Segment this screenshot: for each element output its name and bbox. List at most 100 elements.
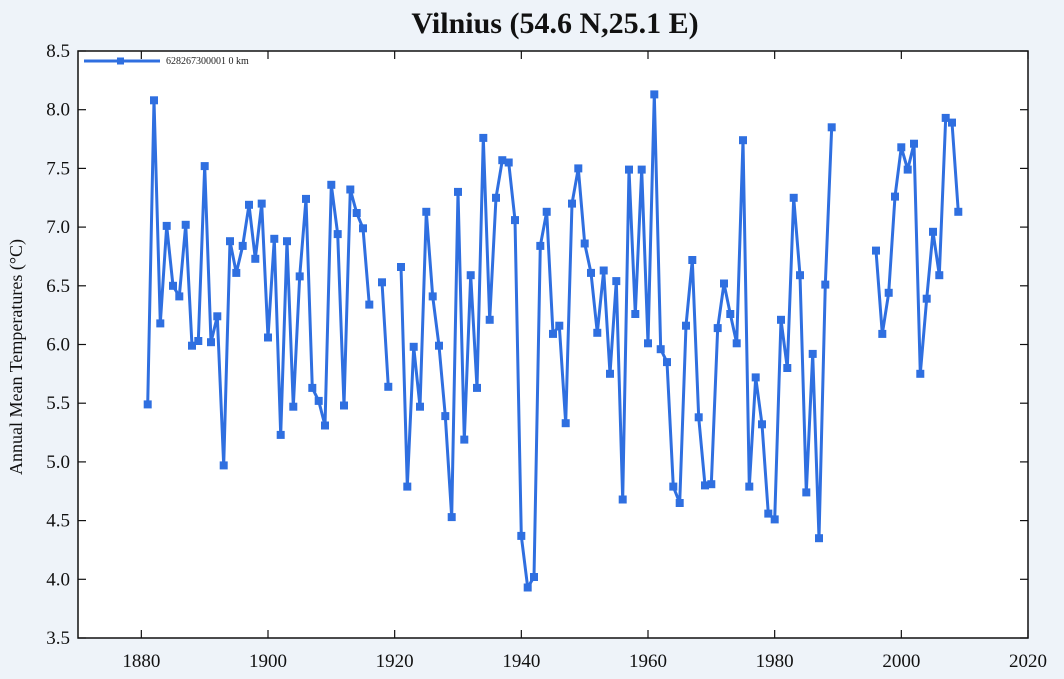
- data-point: [770, 515, 779, 524]
- data-point: [555, 321, 564, 330]
- data-point: [669, 482, 678, 491]
- x-tick-label: 2000: [882, 651, 920, 672]
- y-tick-label: 5.0: [46, 452, 70, 473]
- data-point: [175, 292, 184, 301]
- data-point: [257, 199, 266, 208]
- data-point: [194, 337, 203, 345]
- data-point: [954, 207, 963, 216]
- data-point: [466, 271, 475, 280]
- data-point: [720, 279, 728, 288]
- data-point: [948, 118, 956, 127]
- data-point: [207, 338, 215, 347]
- chart-title: Vilnius (54.6 N,25.1 E): [411, 7, 698, 40]
- data-point: [422, 207, 431, 216]
- x-tick-label: 1920: [376, 651, 414, 672]
- data-point: [435, 341, 443, 350]
- legend-marker: [117, 57, 124, 65]
- data-point: [289, 402, 298, 411]
- data-point: [251, 254, 260, 263]
- data-point: [485, 315, 494, 324]
- data-point: [302, 194, 310, 203]
- x-tick-label: 1940: [502, 651, 540, 672]
- data-point: [492, 193, 500, 202]
- data-point: [213, 312, 222, 321]
- data-point: [479, 133, 488, 142]
- data-point: [783, 364, 792, 372]
- data-point: [580, 239, 589, 248]
- series-line: [146, 92, 960, 589]
- data-point: [821, 280, 830, 289]
- data-point: [726, 310, 735, 318]
- data-point: [701, 481, 709, 490]
- data-point: [815, 534, 823, 543]
- data-point: [143, 400, 152, 409]
- data-point: [922, 294, 931, 303]
- data-point: [884, 288, 893, 297]
- data-point: [764, 509, 773, 518]
- data-point: [644, 339, 652, 348]
- data-point: [409, 342, 418, 351]
- x-tick-label: 1960: [629, 651, 667, 672]
- data-point: [891, 192, 899, 201]
- data-point: [612, 277, 621, 286]
- data-point: [169, 281, 177, 290]
- data-point: [150, 96, 158, 105]
- y-tick-label: 8.0: [46, 100, 70, 121]
- data-point: [587, 268, 595, 277]
- plot-frame: [77, 50, 1029, 639]
- data-point: [549, 329, 557, 338]
- data-point: [359, 224, 367, 233]
- data-point: [352, 209, 361, 217]
- y-tick-label: 7.5: [46, 158, 70, 179]
- data-point: [340, 401, 348, 410]
- data-point: [694, 413, 703, 422]
- data-point: [777, 315, 785, 324]
- data-point: [568, 199, 576, 208]
- data-point: [631, 310, 640, 318]
- data-point: [384, 382, 393, 391]
- data-point: [739, 136, 747, 145]
- y-tick-label: 6.5: [46, 276, 70, 297]
- data-point: [162, 221, 171, 230]
- data-point: [523, 583, 532, 592]
- data-point: [156, 319, 165, 328]
- data-point: [618, 495, 627, 504]
- data-point: [929, 227, 937, 236]
- y-tick-label: 7.0: [46, 217, 70, 238]
- legend-label: 628267300001 0 km: [166, 56, 249, 67]
- data-point: [403, 482, 412, 491]
- data-point: [219, 461, 228, 470]
- data-point: [606, 369, 614, 378]
- x-axis: 1880 1900 1920 1940 1960 1980 2000 2020: [122, 51, 1047, 672]
- data-point: [200, 162, 209, 171]
- data-point: [872, 246, 880, 255]
- y-tick-label: 6.0: [46, 335, 70, 356]
- data-point: [428, 292, 437, 301]
- data-point: [226, 237, 234, 246]
- data-point: [460, 435, 469, 444]
- data-point: [675, 499, 684, 507]
- data-point: [625, 165, 633, 174]
- data-point: [232, 268, 241, 277]
- data-point: [270, 234, 279, 243]
- data-point: [682, 321, 690, 330]
- data-point: [745, 482, 754, 491]
- data-point: [498, 156, 507, 165]
- data-point: [517, 531, 526, 540]
- y-tick-label: 3.5: [46, 628, 70, 649]
- data-point: [574, 164, 583, 173]
- data-point: [327, 180, 336, 189]
- data-point: [910, 139, 918, 148]
- data-point: [397, 263, 405, 271]
- data-point: [827, 123, 836, 132]
- data-point: [454, 187, 462, 196]
- data-point: [504, 158, 513, 167]
- x-tick-label: 1880: [122, 651, 160, 672]
- data-point: [897, 143, 906, 152]
- y-tick-label: 4.5: [46, 511, 70, 532]
- data-point: [308, 383, 317, 392]
- x-tick-label: 1900: [249, 651, 287, 672]
- data-point: [536, 241, 545, 250]
- data-point: [732, 339, 741, 348]
